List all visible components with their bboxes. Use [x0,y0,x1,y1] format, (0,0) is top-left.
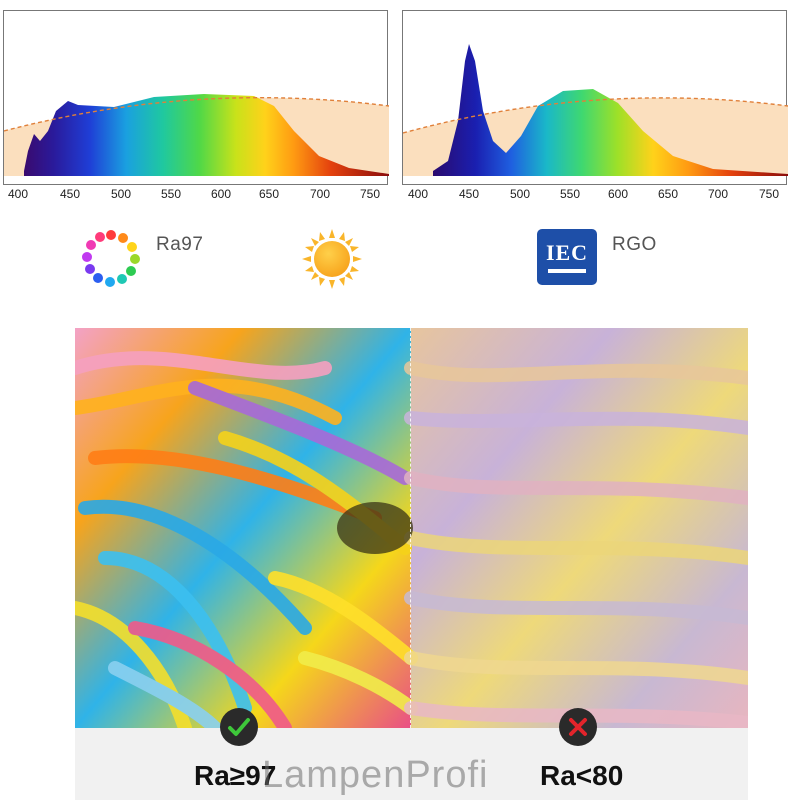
tick-label: 400 [407,187,429,201]
tick-label: 700 [309,187,331,201]
tick-label: 500 [509,187,531,201]
watermark: LampenProfi [262,754,489,796]
tick-label: 550 [160,187,182,201]
x-axis-right: 400 450 500 550 600 650 700 750 [402,185,787,207]
sun-icon [302,229,362,289]
spectrum-chart-right [402,10,788,185]
spectrum-curve [433,44,788,176]
comparison-divider [410,328,411,728]
tick-label: 650 [258,187,280,201]
color-comparison-image [75,328,748,728]
x-axis-left: 400 450 500 550 600 650 700 750 [3,185,388,207]
iec-logo: IEC [537,229,597,285]
reference-line [4,96,389,132]
reference-line [403,97,788,134]
bad-result-label: Ra<80 [540,760,624,791]
rgo-label: RGO [612,234,657,255]
tick-label: 700 [707,187,729,201]
tick-label: 600 [607,187,629,201]
tick-label: 500 [110,187,132,201]
tick-label: 650 [657,187,679,201]
checkmark-badge [220,708,258,746]
spectrum-plot-left [4,94,389,176]
spectrum-curve [24,94,389,176]
paint-strokes-art [75,328,748,728]
color-wheel-icon [82,230,140,287]
ra-label: Ra97 [156,234,204,255]
iec-logo-text: IEC [545,239,589,265]
spectrum-chart-left [3,10,389,185]
comparison-caption-band [75,728,748,800]
tick-label: 400 [7,187,29,201]
tick-label: 450 [458,187,480,201]
spectrum-plot-right [403,44,788,176]
tick-label: 750 [359,187,381,201]
tick-label: 450 [59,187,81,201]
tick-label: 550 [559,187,581,201]
tick-label: 750 [758,187,780,201]
cross-badge [559,708,597,746]
tick-label: 600 [210,187,232,201]
good-result-label: Ra≥97 [194,760,277,791]
iec-logo-bar [548,268,586,273]
cross-icon [569,718,587,736]
checkmark-icon [228,718,250,736]
